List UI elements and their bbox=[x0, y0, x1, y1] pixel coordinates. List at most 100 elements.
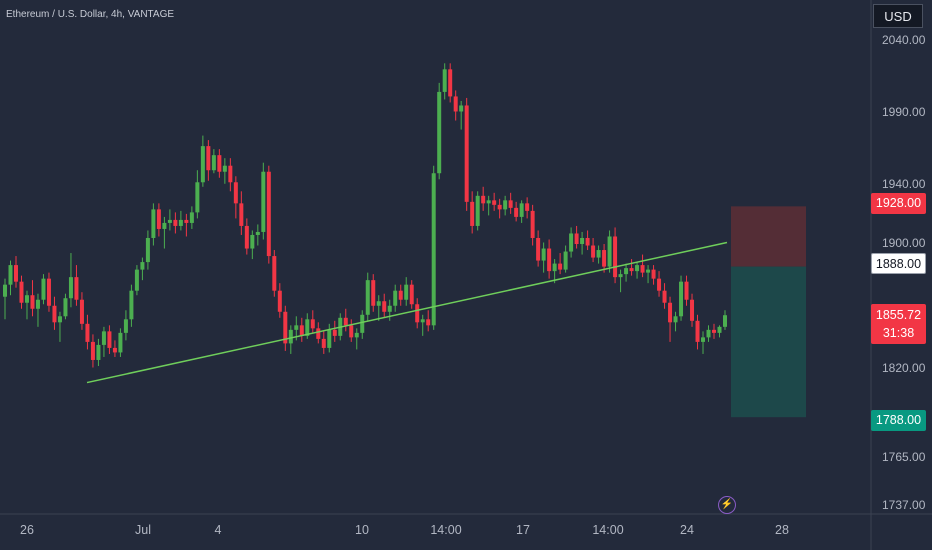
candle bbox=[464, 97, 469, 211]
candle-body bbox=[706, 329, 711, 338]
stop-price-label: 1928.00 bbox=[871, 193, 926, 214]
candle bbox=[195, 170, 200, 219]
candle-body bbox=[90, 341, 95, 360]
candle bbox=[3, 278, 7, 320]
candle bbox=[547, 239, 552, 279]
candle bbox=[574, 225, 579, 249]
candle bbox=[90, 334, 95, 368]
candle bbox=[327, 323, 332, 353]
candle-body bbox=[360, 314, 365, 333]
candle bbox=[519, 200, 524, 223]
candle bbox=[646, 265, 651, 284]
candle bbox=[607, 230, 612, 273]
candle-body bbox=[162, 222, 167, 229]
candle bbox=[635, 262, 640, 279]
candle bbox=[321, 331, 326, 354]
candle bbox=[371, 274, 376, 312]
candle bbox=[222, 158, 227, 184]
candle-body bbox=[239, 203, 244, 226]
candle-body bbox=[635, 265, 640, 272]
candle-body bbox=[662, 290, 667, 303]
candle-body bbox=[530, 210, 535, 238]
candle-body bbox=[508, 200, 513, 208]
candle bbox=[448, 63, 453, 103]
candle bbox=[541, 242, 546, 273]
candle-body bbox=[393, 290, 398, 306]
candle-body bbox=[624, 268, 629, 275]
candle-body bbox=[112, 347, 117, 353]
candle bbox=[68, 253, 73, 308]
candle-body bbox=[701, 337, 706, 342]
candle-body bbox=[470, 201, 475, 226]
position-zones bbox=[731, 206, 806, 418]
y-tick-label: 2040.00 bbox=[882, 33, 926, 47]
candle bbox=[184, 213, 189, 237]
candle bbox=[239, 191, 244, 235]
candle-body bbox=[398, 290, 403, 300]
candle bbox=[398, 284, 403, 306]
candle bbox=[596, 245, 601, 264]
candle-body bbox=[68, 277, 73, 299]
candle-body bbox=[596, 250, 601, 258]
candle-body bbox=[420, 319, 425, 323]
x-tick-label: Jul bbox=[135, 523, 151, 537]
candle-body bbox=[343, 317, 348, 326]
candle-body bbox=[354, 332, 359, 338]
candle-body bbox=[382, 301, 387, 312]
candle-body bbox=[57, 316, 62, 323]
candle bbox=[629, 259, 634, 276]
candle bbox=[706, 325, 711, 342]
candle bbox=[503, 195, 508, 216]
candle-body bbox=[475, 195, 480, 226]
candle-body bbox=[574, 233, 579, 245]
x-tick-label: 26 bbox=[20, 523, 34, 537]
candle bbox=[525, 197, 530, 219]
candle bbox=[63, 293, 68, 320]
candle bbox=[46, 272, 51, 312]
candle bbox=[387, 299, 392, 321]
candle bbox=[35, 293, 40, 327]
candle-body bbox=[206, 146, 211, 171]
stop-loss-zone bbox=[731, 206, 806, 267]
x-tick-label: 14:00 bbox=[430, 523, 462, 537]
candle-body bbox=[514, 207, 519, 217]
candle-body bbox=[629, 268, 634, 272]
x-tick-label: 24 bbox=[680, 523, 694, 537]
candle-body bbox=[717, 326, 722, 333]
candle-body bbox=[305, 319, 310, 336]
candle bbox=[695, 314, 700, 350]
candle-body bbox=[591, 245, 596, 258]
candle-body bbox=[266, 171, 271, 257]
candle bbox=[79, 292, 84, 330]
candle-body bbox=[96, 344, 101, 360]
candle bbox=[684, 275, 689, 306]
trendline bbox=[86, 241, 728, 384]
candle bbox=[261, 162, 266, 240]
candle-body bbox=[255, 231, 260, 235]
lightning-icon[interactable]: ⚡ bbox=[718, 496, 736, 514]
candle-body bbox=[145, 237, 150, 263]
candle-body bbox=[376, 301, 381, 306]
candle-body bbox=[607, 236, 612, 267]
candle bbox=[123, 310, 128, 341]
candle bbox=[167, 209, 172, 231]
candle-body bbox=[404, 284, 409, 300]
candle bbox=[723, 310, 727, 330]
trendline-layer bbox=[86, 241, 728, 384]
candle bbox=[481, 186, 486, 211]
candle-body bbox=[134, 269, 139, 291]
current-price-value: 1855.72 bbox=[875, 308, 922, 322]
candle bbox=[134, 265, 139, 296]
candle-body bbox=[585, 237, 590, 246]
currency-button[interactable]: USD bbox=[873, 4, 923, 28]
candle-body bbox=[288, 329, 293, 344]
candle-body bbox=[272, 256, 277, 291]
candle bbox=[233, 176, 238, 219]
candle bbox=[129, 284, 134, 327]
candle bbox=[470, 191, 475, 234]
candle-body bbox=[569, 233, 574, 252]
candle bbox=[668, 296, 673, 342]
candle bbox=[189, 206, 194, 229]
y-tick-label: 1990.00 bbox=[882, 105, 926, 119]
